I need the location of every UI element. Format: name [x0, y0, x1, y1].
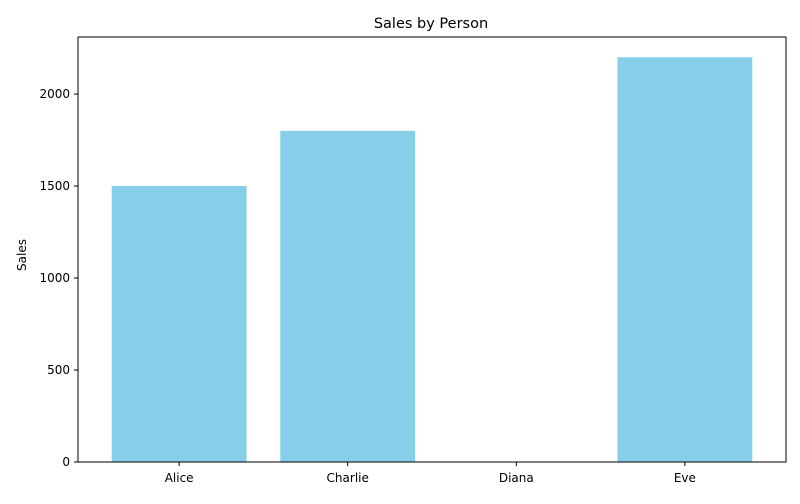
bar-charlie [280, 130, 416, 462]
y-tick-label: 2000 [39, 87, 70, 101]
y-tick-label: 0 [62, 455, 70, 469]
bar-alice [111, 186, 247, 462]
y-axis-ticks: 0 500 1000 1500 2000 [39, 87, 78, 469]
x-tick-label-eve: Eve [674, 471, 696, 485]
chart-title: Sales by Person [374, 16, 488, 32]
x-tick-label-diana: Diana [499, 471, 534, 485]
plot-frame [77, 36, 787, 463]
y-tick-label: 500 [47, 363, 70, 377]
bar-eve [617, 57, 753, 462]
x-axis-ticks: Alice Charlie Diana Eve [165, 462, 696, 485]
x-tick-label-alice: Alice [165, 471, 194, 485]
bars-layer [111, 57, 753, 462]
y-tick-label: 1000 [39, 271, 70, 285]
x-tick-label-charlie: Charlie [327, 471, 369, 485]
y-tick-label: 1500 [39, 179, 70, 193]
y-axis-label: Sales [15, 239, 29, 271]
